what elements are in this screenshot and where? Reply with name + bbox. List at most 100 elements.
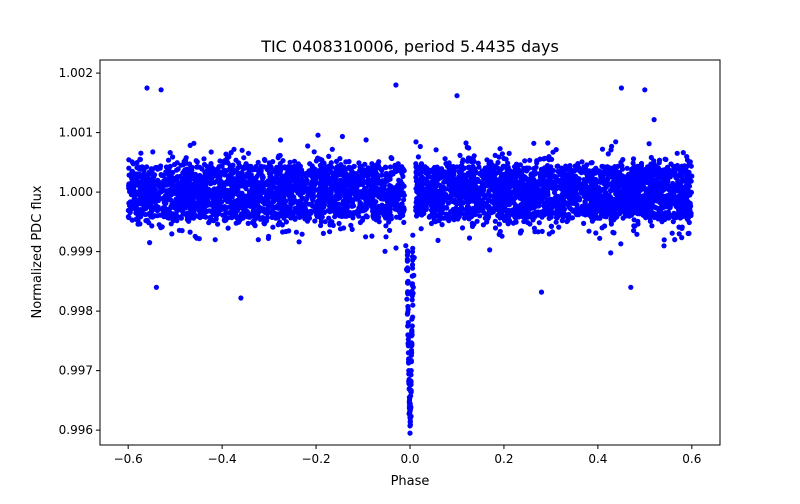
data-point — [372, 178, 377, 183]
data-point — [556, 225, 561, 230]
data-point — [478, 203, 483, 208]
data-point — [337, 221, 342, 226]
data-point — [467, 235, 472, 240]
data-point — [230, 180, 235, 185]
data-point — [310, 166, 315, 171]
data-point — [501, 156, 506, 161]
data-point — [236, 198, 241, 203]
data-point — [286, 228, 291, 233]
data-point — [180, 170, 185, 175]
data-point — [393, 245, 398, 250]
data-point — [675, 151, 680, 156]
data-point — [174, 168, 179, 173]
data-point — [341, 179, 346, 184]
data-point — [351, 164, 356, 169]
data-point — [483, 181, 488, 186]
data-point — [557, 185, 562, 190]
data-point — [637, 164, 642, 169]
data-point — [660, 188, 665, 193]
data-point — [667, 194, 672, 199]
data-point — [489, 199, 494, 204]
data-point — [679, 235, 684, 240]
data-point — [361, 189, 366, 194]
data-point — [653, 205, 658, 210]
data-point — [582, 181, 587, 186]
data-point — [494, 194, 499, 199]
data-point — [237, 190, 242, 195]
data-point — [457, 153, 462, 158]
data-point — [689, 174, 694, 179]
data-point — [326, 154, 331, 159]
data-point — [493, 219, 498, 224]
data-point — [655, 189, 660, 194]
data-point — [525, 220, 530, 225]
data-point — [585, 211, 590, 216]
data-point — [677, 199, 682, 204]
data-point — [253, 176, 258, 181]
data-point — [502, 172, 507, 177]
data-point — [188, 230, 193, 235]
data-point — [335, 202, 340, 207]
data-point — [387, 183, 392, 188]
data-point — [185, 167, 190, 172]
data-point — [169, 172, 174, 177]
data-point — [298, 172, 303, 177]
data-point — [600, 225, 605, 230]
data-point — [340, 134, 345, 139]
data-point — [256, 237, 261, 242]
data-point — [297, 215, 302, 220]
data-point — [594, 198, 599, 203]
data-point — [434, 147, 439, 152]
data-point — [487, 247, 492, 252]
data-point — [383, 165, 388, 170]
data-point — [531, 171, 536, 176]
data-point — [325, 172, 330, 177]
data-point — [315, 156, 320, 161]
data-point — [189, 190, 194, 195]
data-point — [526, 166, 531, 171]
data-point — [612, 175, 617, 180]
data-point — [668, 200, 673, 205]
data-point — [441, 180, 446, 185]
data-point — [402, 207, 407, 212]
data-point — [376, 174, 381, 179]
data-point — [531, 166, 536, 171]
data-point — [235, 182, 240, 187]
data-point — [252, 222, 257, 227]
data-point — [631, 187, 636, 192]
data-point — [545, 140, 550, 145]
data-point — [665, 171, 670, 176]
data-point — [169, 187, 174, 192]
data-point — [436, 190, 441, 195]
data-point — [574, 212, 579, 217]
data-point — [276, 222, 281, 227]
data-point — [413, 164, 418, 169]
data-point — [401, 190, 406, 195]
data-point — [419, 176, 424, 181]
data-point — [178, 195, 183, 200]
data-point — [525, 212, 530, 217]
data-point — [552, 190, 557, 195]
data-point — [291, 214, 296, 219]
data-point — [280, 174, 285, 179]
data-point — [362, 173, 367, 178]
data-point — [651, 158, 656, 163]
data-point — [354, 185, 359, 190]
data-point — [657, 160, 662, 165]
data-point — [652, 184, 657, 189]
data-point — [282, 185, 287, 190]
data-point — [425, 170, 430, 175]
data-point — [189, 200, 194, 205]
data-point — [358, 200, 363, 205]
data-point — [246, 221, 251, 226]
data-point — [326, 216, 331, 221]
data-point — [255, 199, 260, 204]
data-point — [376, 215, 381, 220]
data-point — [330, 147, 335, 152]
data-point — [170, 212, 175, 217]
data-point — [419, 226, 424, 231]
data-point — [345, 188, 350, 193]
data-point — [153, 187, 158, 192]
data-point — [318, 216, 323, 221]
data-point — [401, 220, 406, 225]
